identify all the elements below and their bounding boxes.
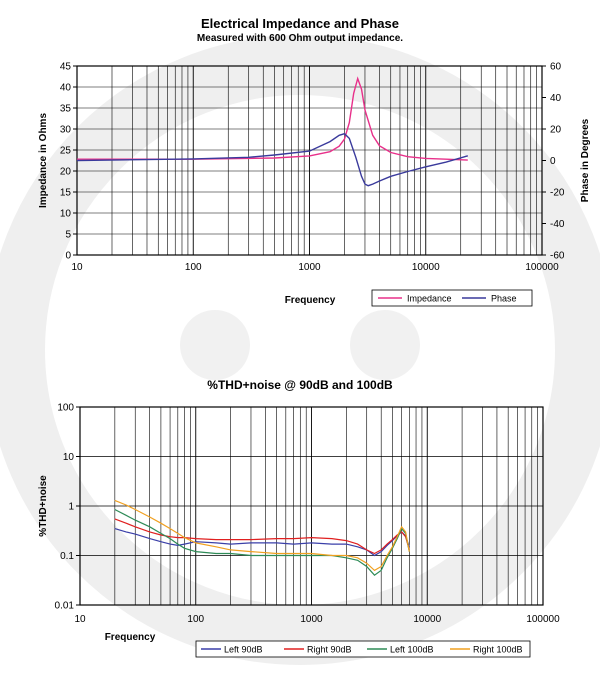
chart1-y-tick-label: 20 xyxy=(60,167,72,178)
chart1-y-tick-label: 35 xyxy=(60,104,72,115)
chart2-y-tick-label: 10 xyxy=(63,452,75,463)
chart1-x-tick-label: 100000 xyxy=(525,262,559,273)
chart1-series-line-impedance xyxy=(77,79,468,161)
impedance-phase-chart: Electrical Impedance and Phase Measured … xyxy=(0,0,600,320)
chart1-y-tick-label: 10 xyxy=(60,209,72,220)
watermark-left-lobe xyxy=(180,310,250,380)
chart2-legend-label: Right 100dB xyxy=(473,645,523,655)
chart2-x-tick-label: 10 xyxy=(74,614,86,625)
chart2-y-tick-label: 1 xyxy=(68,502,74,513)
chart1-x-axis-label: Frequency xyxy=(285,295,336,306)
chart1-y2-tick-label: 20 xyxy=(550,125,562,136)
chart1-y-tick-label: 30 xyxy=(60,125,72,136)
chart2-series-line-right-100db xyxy=(115,500,410,570)
chart1-y2-tick-label: 60 xyxy=(550,62,562,73)
chart1-y-tick-label: 0 xyxy=(65,251,71,262)
chart2-y-axis-label: %THD+noise xyxy=(38,475,49,537)
chart2-x-axis-label: Frequency xyxy=(105,632,156,643)
chart1-legend-label: Phase xyxy=(491,294,517,304)
chart2-x-tick-label: 10000 xyxy=(413,614,441,625)
chart1-y2-tick-label: 0 xyxy=(550,156,556,167)
chart1-y-tick-label: 40 xyxy=(60,83,72,94)
chart1-y-tick-label: 5 xyxy=(65,230,71,241)
chart1-series-line-phase xyxy=(77,134,468,186)
chart1-y-axis-label: Impedance in Ohms xyxy=(38,113,49,208)
chart1-x-tick-label: 10 xyxy=(71,262,83,273)
chart1-y2-tick-label: -40 xyxy=(550,219,565,230)
chart2-legend-label: Left 90dB xyxy=(224,645,263,655)
chart1-x-tick-label: 1000 xyxy=(298,262,321,273)
chart1-y2-tick-label: -20 xyxy=(550,188,565,199)
chart2-series-line-right-90db xyxy=(115,519,410,554)
chart1-subtitle: Measured with 600 Ohm output impedance. xyxy=(0,33,600,44)
chart1-y-tick-label: 15 xyxy=(60,188,72,199)
thd-noise-chart: %THD+noise @ 90dB and 100dB 0.01 0.1 1 10 10… xyxy=(0,372,600,671)
chart2-x-tick-label: 100000 xyxy=(526,614,560,625)
chart1-y2-axis-label: Phase in Degrees xyxy=(580,118,591,202)
chart1-title: Electrical Impedance and Phase xyxy=(0,16,600,31)
chart1-y2-tick-label: -60 xyxy=(550,251,565,262)
watermark-right-lobe xyxy=(350,310,420,380)
chart1-y-tick-label: 25 xyxy=(60,146,72,157)
chart1-y-tick-label: 45 xyxy=(60,62,72,73)
chart2-y-tick-label: 100 xyxy=(57,403,74,414)
chart2-plot: 0.01 0.1 1 10 100 10 100 1000 10000 100000 Frequen… xyxy=(0,372,600,671)
chart1-plot: 0 5 10 15 20 25 30 35 40 45 -60 -40 -20 0 20 40 60 10 100 1… xyxy=(0,0,600,320)
chart2-y-tick-label: 0.01 xyxy=(55,601,75,612)
chart2-x-tick-label: 100 xyxy=(187,614,204,625)
chart2-legend-label: Right 90dB xyxy=(307,645,352,655)
chart2-legend-label: Left 100dB xyxy=(390,645,434,655)
chart2-y-tick-label: 0.1 xyxy=(60,551,74,562)
chart1-legend-label: Impedance xyxy=(407,294,452,304)
chart2-title: %THD+noise @ 90dB and 100dB xyxy=(0,378,600,392)
chart2-x-tick-label: 1000 xyxy=(300,614,323,625)
chart1-y2-tick-label: 40 xyxy=(550,93,562,104)
chart1-x-tick-label: 100 xyxy=(185,262,202,273)
chart1-x-tick-label: 10000 xyxy=(412,262,440,273)
